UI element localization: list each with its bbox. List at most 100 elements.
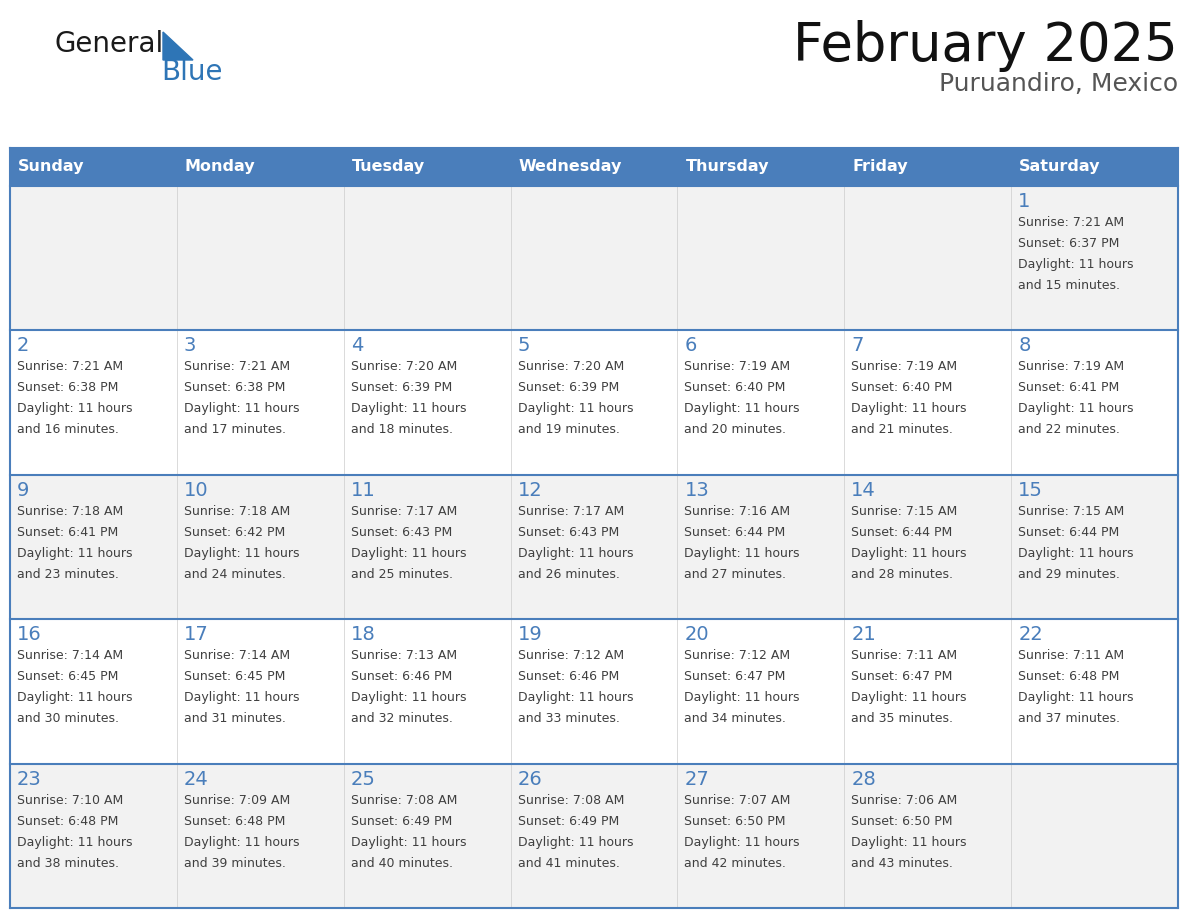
Text: Daylight: 11 hours: Daylight: 11 hours — [684, 835, 800, 848]
Text: 24: 24 — [184, 769, 209, 789]
Text: Sunset: 6:46 PM: Sunset: 6:46 PM — [518, 670, 619, 683]
Text: Sunrise: 7:19 AM: Sunrise: 7:19 AM — [684, 361, 790, 374]
Bar — [845, 475, 1011, 620]
Text: 5: 5 — [518, 336, 530, 355]
Text: Sunrise: 7:14 AM: Sunrise: 7:14 AM — [17, 649, 124, 662]
Text: 27: 27 — [684, 769, 709, 789]
Text: Daylight: 11 hours: Daylight: 11 hours — [184, 691, 299, 704]
Text: and 38 minutes.: and 38 minutes. — [17, 856, 119, 869]
Text: Sunset: 6:46 PM: Sunset: 6:46 PM — [350, 670, 451, 683]
Text: Sunrise: 7:08 AM: Sunrise: 7:08 AM — [350, 793, 457, 807]
Text: Daylight: 11 hours: Daylight: 11 hours — [852, 402, 967, 416]
Text: Sunset: 6:41 PM: Sunset: 6:41 PM — [17, 526, 119, 539]
Text: 2: 2 — [17, 336, 30, 355]
Text: Sunset: 6:47 PM: Sunset: 6:47 PM — [684, 670, 785, 683]
Bar — [845, 764, 1011, 908]
Text: 13: 13 — [684, 481, 709, 499]
Text: and 42 minutes.: and 42 minutes. — [684, 856, 786, 869]
Text: Sunset: 6:42 PM: Sunset: 6:42 PM — [184, 526, 285, 539]
Text: Sunrise: 7:21 AM: Sunrise: 7:21 AM — [17, 361, 124, 374]
Text: Puruandiro, Mexico: Puruandiro, Mexico — [939, 72, 1178, 96]
Bar — [1011, 186, 1178, 330]
Text: Tuesday: Tuesday — [352, 160, 425, 174]
Text: Sunrise: 7:17 AM: Sunrise: 7:17 AM — [518, 505, 624, 518]
Text: Sunrise: 7:11 AM: Sunrise: 7:11 AM — [1018, 649, 1124, 662]
Text: Sunrise: 7:18 AM: Sunrise: 7:18 AM — [184, 505, 290, 518]
Text: Daylight: 11 hours: Daylight: 11 hours — [1018, 402, 1133, 416]
Text: Sunset: 6:37 PM: Sunset: 6:37 PM — [1018, 237, 1119, 250]
Text: Sunrise: 7:17 AM: Sunrise: 7:17 AM — [350, 505, 457, 518]
Bar — [10, 330, 177, 475]
Text: Sunrise: 7:20 AM: Sunrise: 7:20 AM — [350, 361, 457, 374]
Text: Sunset: 6:48 PM: Sunset: 6:48 PM — [1018, 670, 1119, 683]
Bar — [10, 148, 177, 186]
Text: Sunrise: 7:19 AM: Sunrise: 7:19 AM — [1018, 361, 1124, 374]
Text: Sunrise: 7:18 AM: Sunrise: 7:18 AM — [17, 505, 124, 518]
Text: Blue: Blue — [162, 58, 222, 86]
Bar — [511, 475, 677, 620]
Text: Daylight: 11 hours: Daylight: 11 hours — [518, 547, 633, 560]
Text: Sunrise: 7:19 AM: Sunrise: 7:19 AM — [852, 361, 958, 374]
Text: Saturday: Saturday — [1019, 160, 1100, 174]
Text: and 15 minutes.: and 15 minutes. — [1018, 279, 1120, 292]
Text: Daylight: 11 hours: Daylight: 11 hours — [518, 835, 633, 848]
Bar — [1011, 330, 1178, 475]
Text: Thursday: Thursday — [685, 160, 769, 174]
Bar — [677, 148, 845, 186]
Text: and 31 minutes.: and 31 minutes. — [184, 712, 286, 725]
Bar — [845, 620, 1011, 764]
Text: Daylight: 11 hours: Daylight: 11 hours — [684, 402, 800, 416]
Text: Daylight: 11 hours: Daylight: 11 hours — [17, 835, 133, 848]
Bar — [10, 620, 177, 764]
Text: Sunset: 6:44 PM: Sunset: 6:44 PM — [684, 526, 785, 539]
Text: and 43 minutes.: and 43 minutes. — [852, 856, 953, 869]
Text: 17: 17 — [184, 625, 209, 644]
Text: Sunset: 6:50 PM: Sunset: 6:50 PM — [684, 814, 786, 828]
Text: Daylight: 11 hours: Daylight: 11 hours — [184, 835, 299, 848]
Text: and 19 minutes.: and 19 minutes. — [518, 423, 619, 436]
Text: 12: 12 — [518, 481, 542, 499]
Text: February 2025: February 2025 — [794, 20, 1178, 72]
Text: Sunrise: 7:16 AM: Sunrise: 7:16 AM — [684, 505, 790, 518]
Text: Daylight: 11 hours: Daylight: 11 hours — [518, 691, 633, 704]
Text: Sunset: 6:49 PM: Sunset: 6:49 PM — [518, 814, 619, 828]
Text: Sunrise: 7:14 AM: Sunrise: 7:14 AM — [184, 649, 290, 662]
Text: Daylight: 11 hours: Daylight: 11 hours — [17, 547, 133, 560]
Text: 26: 26 — [518, 769, 542, 789]
Text: Sunrise: 7:10 AM: Sunrise: 7:10 AM — [17, 793, 124, 807]
Bar — [845, 148, 1011, 186]
Bar — [177, 764, 343, 908]
Text: Daylight: 11 hours: Daylight: 11 hours — [1018, 691, 1133, 704]
Bar — [511, 186, 677, 330]
Bar — [10, 186, 177, 330]
Bar — [511, 620, 677, 764]
Text: and 20 minutes.: and 20 minutes. — [684, 423, 786, 436]
Text: Sunrise: 7:13 AM: Sunrise: 7:13 AM — [350, 649, 457, 662]
Text: 15: 15 — [1018, 481, 1043, 499]
Text: Sunset: 6:41 PM: Sunset: 6:41 PM — [1018, 381, 1119, 395]
Text: 22: 22 — [1018, 625, 1043, 644]
Text: Sunrise: 7:21 AM: Sunrise: 7:21 AM — [184, 361, 290, 374]
Text: Sunrise: 7:06 AM: Sunrise: 7:06 AM — [852, 793, 958, 807]
Text: Sunrise: 7:07 AM: Sunrise: 7:07 AM — [684, 793, 791, 807]
Text: Monday: Monday — [185, 160, 255, 174]
Text: 28: 28 — [852, 769, 876, 789]
Text: Sunset: 6:39 PM: Sunset: 6:39 PM — [518, 381, 619, 395]
Text: and 28 minutes.: and 28 minutes. — [852, 568, 953, 581]
Text: 19: 19 — [518, 625, 542, 644]
Text: and 30 minutes.: and 30 minutes. — [17, 712, 119, 725]
Bar — [343, 148, 511, 186]
Text: Daylight: 11 hours: Daylight: 11 hours — [1018, 258, 1133, 271]
Bar — [177, 475, 343, 620]
Bar — [177, 620, 343, 764]
Text: Sunrise: 7:15 AM: Sunrise: 7:15 AM — [852, 505, 958, 518]
Text: 18: 18 — [350, 625, 375, 644]
Text: 16: 16 — [17, 625, 42, 644]
Text: Sunset: 6:44 PM: Sunset: 6:44 PM — [1018, 526, 1119, 539]
Text: Sunrise: 7:09 AM: Sunrise: 7:09 AM — [184, 793, 290, 807]
Text: and 33 minutes.: and 33 minutes. — [518, 712, 619, 725]
Text: 9: 9 — [17, 481, 30, 499]
Text: and 21 minutes.: and 21 minutes. — [852, 423, 953, 436]
Text: Sunset: 6:38 PM: Sunset: 6:38 PM — [17, 381, 119, 395]
Bar — [343, 330, 511, 475]
